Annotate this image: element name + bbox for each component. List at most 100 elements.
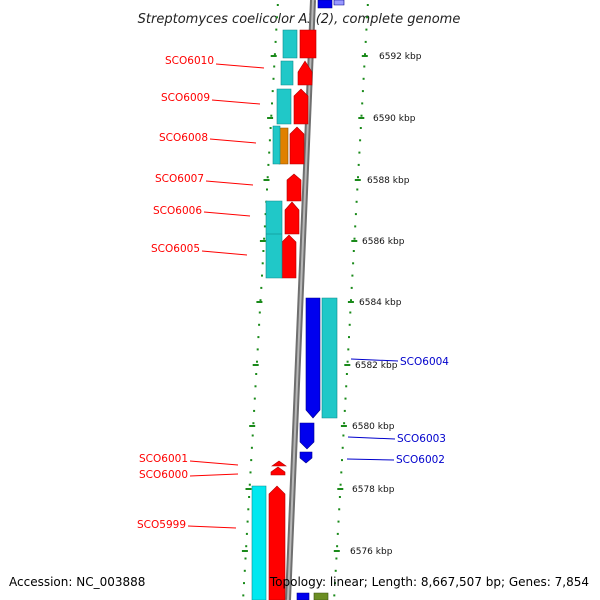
tick-dot bbox=[271, 102, 273, 105]
label-sco6005[interactable]: SCO6005 bbox=[151, 243, 248, 256]
cds-block-sco6009[interactable] bbox=[276, 88, 292, 125]
tick-dot bbox=[250, 459, 253, 462]
tick-dot bbox=[346, 360, 349, 363]
label-text-sco6005[interactable]: SCO6005 bbox=[151, 243, 200, 255]
gene-arrow-sco6000[interactable] bbox=[270, 466, 286, 476]
cds-block-sco6011[interactable] bbox=[282, 29, 298, 59]
cds-block-sco6008[interactable] bbox=[272, 125, 281, 165]
tick-major bbox=[333, 550, 340, 552]
label-text-sco5999[interactable]: SCO5999 bbox=[137, 519, 186, 531]
tick-dot bbox=[261, 274, 263, 277]
label-text-sco6001[interactable]: SCO6001 bbox=[139, 453, 188, 465]
label-sco6003[interactable]: SCO6003 bbox=[347, 433, 446, 445]
tick-dot bbox=[268, 151, 271, 154]
tick-dot bbox=[256, 360, 258, 363]
gene-arrow-sco6004[interactable] bbox=[305, 297, 321, 419]
label-text-sco6006[interactable]: SCO6006 bbox=[153, 205, 202, 217]
label-text-sco6002[interactable]: SCO6002 bbox=[396, 454, 445, 466]
tick-dot bbox=[341, 459, 343, 462]
label-sco6000[interactable]: SCO6000 bbox=[139, 469, 239, 481]
tick-dot bbox=[357, 176, 359, 179]
gene-arrow-sco6006[interactable] bbox=[284, 201, 300, 235]
tick-dot bbox=[343, 409, 346, 412]
tick-dot bbox=[356, 188, 359, 191]
tick-dot bbox=[249, 471, 252, 474]
tick-dot bbox=[366, 16, 369, 19]
tick-dot bbox=[253, 409, 256, 412]
label-sco6007[interactable]: SCO6007 bbox=[155, 173, 254, 186]
kbp-label-6578: 6578 kbp bbox=[352, 485, 395, 495]
label-sco6002[interactable]: SCO6002 bbox=[346, 454, 445, 466]
tick-dot bbox=[257, 336, 260, 339]
kbp-label-6576: 6576 kbp bbox=[350, 547, 393, 557]
label-text-sco6004[interactable]: SCO6004 bbox=[400, 356, 449, 368]
tick-dot bbox=[272, 77, 275, 80]
label-text-sco6007[interactable]: SCO6007 bbox=[155, 173, 204, 185]
tick-dot bbox=[345, 373, 348, 375]
tick-dot bbox=[273, 53, 276, 56]
top-edge-feature-cds bbox=[333, 0, 345, 6]
bottom-edge-feature-blue bbox=[296, 592, 310, 600]
label-sco5999[interactable]: SCO5999 bbox=[137, 519, 237, 531]
tick-dot bbox=[254, 385, 257, 388]
tick-major bbox=[241, 550, 248, 552]
cds-block-sco6004[interactable] bbox=[321, 297, 338, 419]
kbp-label-6580: 6580 kbp bbox=[352, 422, 395, 432]
tick-dot bbox=[245, 545, 248, 548]
label-sco6008[interactable]: SCO6008 bbox=[159, 132, 257, 144]
tick-dot bbox=[334, 569, 337, 572]
gene-arrow-sco6003[interactable] bbox=[299, 422, 315, 450]
label-text-sco6000[interactable]: SCO6000 bbox=[139, 469, 188, 481]
cds-block-sco6005-6006[interactable] bbox=[265, 200, 283, 279]
tick-dot bbox=[262, 250, 265, 252]
label-text-sco6009[interactable]: SCO6009 bbox=[161, 92, 210, 104]
gene-arrow-sco6002[interactable] bbox=[299, 451, 313, 464]
tick-dot bbox=[364, 53, 366, 56]
tick-dot bbox=[273, 65, 276, 68]
gene-arrow-sco6008[interactable] bbox=[289, 126, 305, 165]
tick-dot bbox=[264, 213, 267, 216]
tick-dot bbox=[344, 397, 347, 400]
tick-dot bbox=[269, 127, 272, 129]
tick-dot bbox=[365, 28, 368, 31]
genome-summary-text: Topology: linear; Length: 8,667,507 bp; … bbox=[269, 575, 589, 589]
tick-dot bbox=[333, 594, 336, 597]
gene-arrow-sco6005[interactable] bbox=[281, 234, 297, 279]
tick-dot bbox=[338, 508, 341, 511]
tick-dot bbox=[361, 90, 364, 93]
bottom-edge-feature-green bbox=[313, 592, 329, 600]
tick-dot bbox=[243, 582, 245, 585]
gene-arrow-sco6001[interactable] bbox=[271, 460, 287, 467]
tick-dot bbox=[268, 139, 271, 142]
tick-dot bbox=[342, 434, 345, 437]
gene-arrow-sco6010[interactable] bbox=[297, 60, 313, 86]
label-sco6010[interactable]: SCO6010 bbox=[165, 55, 265, 69]
tick-dot bbox=[263, 225, 266, 228]
label-text-sco6010[interactable]: SCO6010 bbox=[165, 55, 214, 67]
cds-block-sco6010[interactable] bbox=[280, 60, 294, 86]
label-text-sco6003[interactable]: SCO6003 bbox=[397, 433, 446, 445]
gene-arrow-sco6009[interactable] bbox=[293, 88, 309, 125]
tick-dot bbox=[266, 188, 268, 191]
gene-arrow-sco6011[interactable] bbox=[299, 29, 317, 59]
label-sco6004[interactable]: SCO6004 bbox=[350, 356, 449, 368]
misc-feature-block-sco6008[interactable] bbox=[278, 127, 289, 165]
cds-block-sco5999[interactable] bbox=[251, 485, 267, 600]
label-sco6009[interactable]: SCO6009 bbox=[161, 92, 261, 105]
gene-arrow-sco6007[interactable] bbox=[286, 173, 302, 202]
tick-dot bbox=[246, 520, 249, 523]
top-edge-feature bbox=[317, 0, 333, 9]
label-sco6006[interactable]: SCO6006 bbox=[153, 205, 251, 217]
tick-major bbox=[344, 364, 351, 366]
tick-dot bbox=[363, 65, 366, 68]
tick-dot bbox=[349, 311, 352, 314]
forward-gene-labels: SCO6004 SCO6003 SCO6002 bbox=[346, 356, 449, 466]
gene-arrow-sco5999[interactable] bbox=[268, 485, 286, 600]
tick-major bbox=[270, 55, 277, 57]
tick-dot bbox=[276, 16, 278, 19]
label-sco6001[interactable]: SCO6001 bbox=[139, 453, 239, 466]
label-text-sco6008[interactable]: SCO6008 bbox=[159, 132, 208, 144]
tick-dot bbox=[276, 4, 279, 6]
tick-dot bbox=[359, 127, 362, 129]
